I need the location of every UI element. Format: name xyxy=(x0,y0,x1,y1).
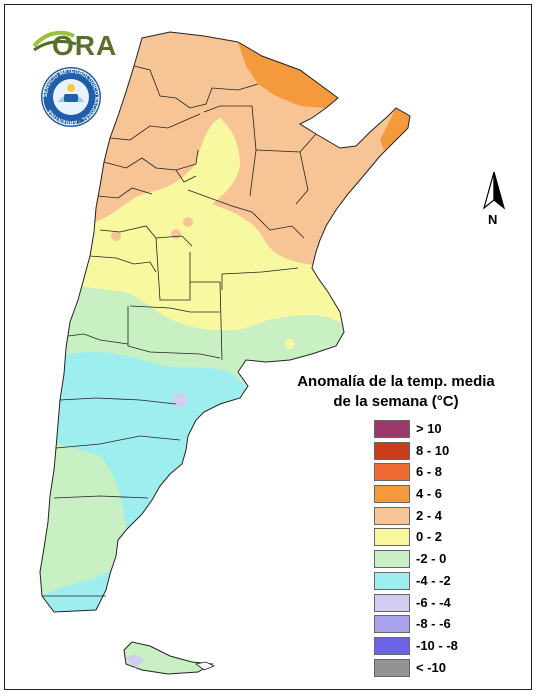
legend-swatch xyxy=(374,571,410,590)
legend-label: 8 - 10 xyxy=(416,442,450,458)
legend-label: 4 - 6 xyxy=(416,486,443,502)
legend-item: 0 - 2 xyxy=(374,528,524,548)
ora-logo-text: ORA xyxy=(52,30,118,61)
legend-item: 8 - 10 xyxy=(374,441,524,462)
legend-label: -4 - -2 xyxy=(416,572,451,588)
legend-item: > 10 xyxy=(374,420,524,440)
legend-item: 4 - 6 xyxy=(374,485,524,505)
legend: > 10 8 - 10 6 - 8 4 - 6 2 - 4 0 - 2 -2 -… xyxy=(374,420,524,680)
legend-item: -4 - -2 xyxy=(374,571,524,592)
legend-swatch xyxy=(374,420,410,438)
legend-label: 2 - 4 xyxy=(416,507,443,523)
legend-label: 0 - 2 xyxy=(416,529,443,545)
map-frame xyxy=(4,4,532,690)
legend-label: 6 - 8 xyxy=(416,464,443,480)
legend-swatch xyxy=(374,506,410,525)
legend-label: -2 - 0 xyxy=(416,551,447,567)
legend-title: Anomalía de la temp. media de la semana … xyxy=(276,372,516,412)
legend-swatch xyxy=(374,550,410,569)
legend-label: -6 - -4 xyxy=(416,594,451,610)
legend-label: -10 - -8 xyxy=(416,637,458,653)
legend-item: -6 - -4 xyxy=(374,593,524,614)
legend-swatch xyxy=(374,636,410,655)
legend-item: -8 - -6 xyxy=(374,615,524,635)
legend-title-line-1: Anomalía de la temp. media xyxy=(297,373,495,390)
smn-seal: SERVICIO METEOROLÓGICO NACIONAL · ARGENT… xyxy=(40,66,102,128)
ora-logo: ORA xyxy=(32,26,116,62)
legend-label: < -10 xyxy=(416,659,446,675)
north-arrow-icon xyxy=(482,171,506,210)
legend-swatch xyxy=(374,528,410,547)
north-label: N xyxy=(488,212,498,227)
legend-item: -2 - 0 xyxy=(374,550,524,570)
legend-title-line-2: de la semana (°C) xyxy=(333,393,459,410)
legend-swatch xyxy=(374,615,410,634)
ora-swoosh-icon xyxy=(32,30,77,52)
legend-swatch xyxy=(374,485,410,504)
legend-label: -8 - -6 xyxy=(416,616,451,632)
legend-swatch xyxy=(374,658,410,677)
legend-item: 2 - 4 xyxy=(374,506,524,527)
north-arrow: N xyxy=(480,170,508,230)
legend-item: 6 - 8 xyxy=(374,463,524,483)
legend-swatch xyxy=(374,463,410,482)
legend-swatch xyxy=(374,593,410,612)
legend-swatch xyxy=(374,441,410,460)
legend-item: -10 - -8 xyxy=(374,636,524,657)
legend-label: > 10 xyxy=(416,421,442,436)
legend-item: < -10 xyxy=(374,658,524,679)
